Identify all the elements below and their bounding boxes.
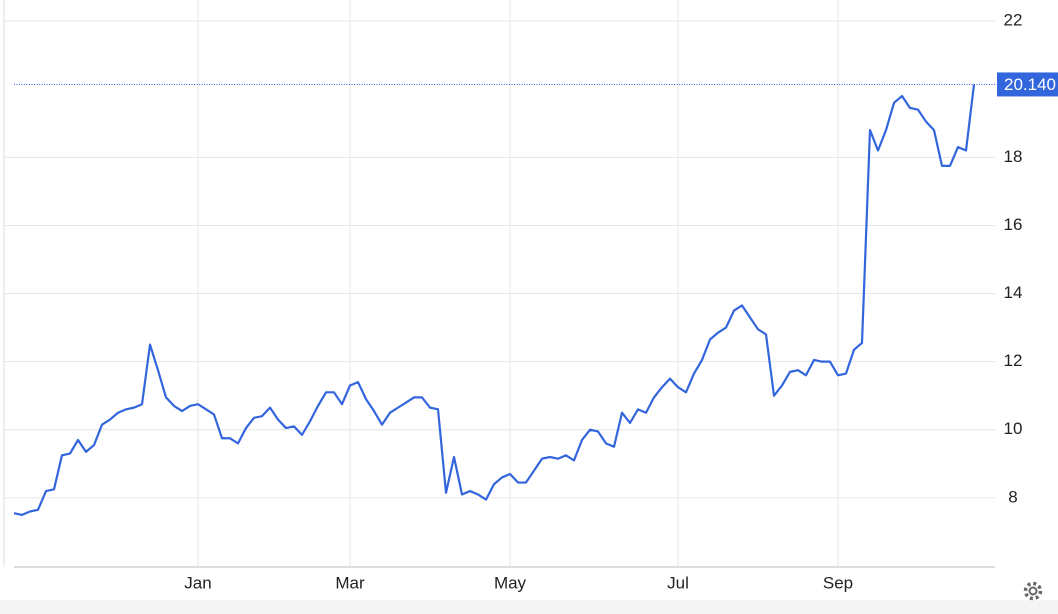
gear-center[interactable] [1028,586,1038,596]
y-tick-label: 16 [1004,215,1023,234]
x-tick-label: Jan [184,573,211,592]
x-tick-label: Mar [335,573,365,592]
settings-icon[interactable] [1023,581,1043,601]
y-tick-label: 18 [1004,147,1023,166]
price-line [13,84,976,516]
y-tick-label: 14 [1004,283,1023,302]
x-tick-label: Sep [823,573,853,592]
footer-strip [0,600,1058,614]
y-tick-label: 12 [1004,351,1023,370]
y-tick-label: 22 [1004,11,1023,30]
x-tick-label: May [494,573,527,592]
y-tick-label: 10 [1004,419,1023,438]
x-tick-label: Jul [667,573,689,592]
y-tick-label: 8 [1008,487,1017,506]
last-price-badge [997,72,1058,97]
last-price-label: 20.140 [1004,75,1056,94]
gear-teeth[interactable] [1023,581,1043,601]
